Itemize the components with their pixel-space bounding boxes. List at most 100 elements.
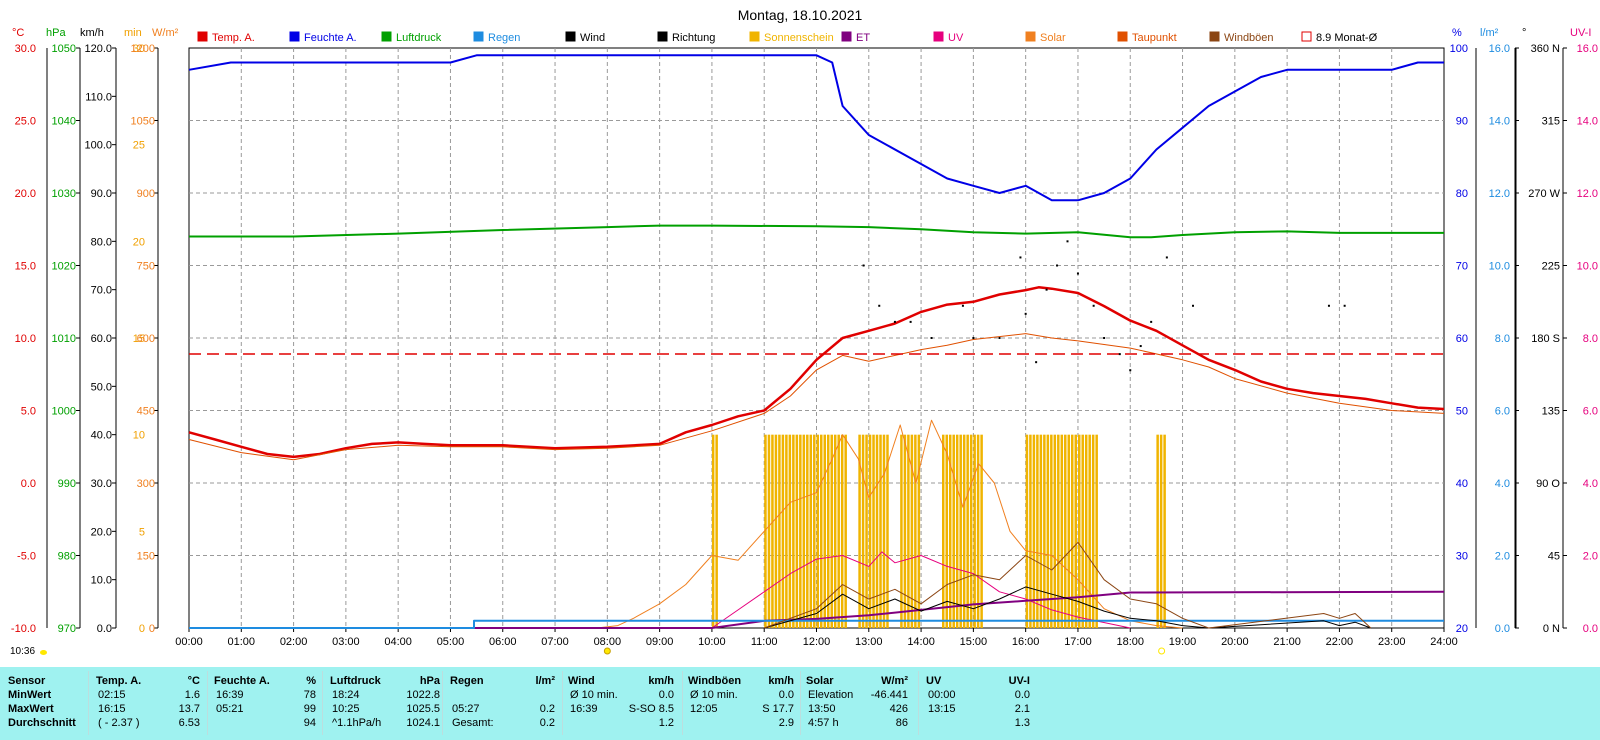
- sunshine-bar: [715, 434, 718, 628]
- axis-label-temp: -5.0: [17, 551, 36, 563]
- sunshine-bar: [900, 434, 903, 628]
- x-tick-label: 19:00: [1169, 636, 1197, 648]
- sunshine-bar: [948, 434, 952, 628]
- series-line-regen: [189, 619, 1444, 629]
- stats-value: 0.0: [778, 689, 794, 701]
- legend-label: Feuchte A.: [304, 32, 357, 44]
- stats-time: 00:00: [928, 689, 956, 701]
- sunshine-bar: [980, 434, 983, 628]
- sunshine-bar: [875, 434, 879, 628]
- direction-point: [1103, 337, 1106, 339]
- stats-separator: [322, 671, 323, 735]
- sunshine-bar: [865, 434, 868, 628]
- stats-value: 94: [303, 717, 316, 729]
- stats-time: 4:57 h: [808, 717, 839, 729]
- sunshine-bar: [1095, 434, 1098, 628]
- legend-swatch: [1117, 31, 1128, 42]
- axis-label-pressure: 1010: [52, 333, 76, 345]
- sunshine-bar: [1159, 434, 1163, 628]
- axis-label-direction: 180 S: [1531, 333, 1560, 345]
- sunshine-bar: [861, 434, 865, 628]
- direction-point: [1019, 256, 1022, 259]
- axis-unit-uv: UV-I: [1570, 27, 1591, 39]
- direction-point: [1192, 304, 1194, 307]
- axis-label-sunshine: 30: [133, 43, 145, 55]
- axis-label-uv: 2.0: [1583, 551, 1598, 563]
- legend-label: Solar: [1040, 32, 1066, 44]
- direction-point: [1056, 264, 1059, 267]
- legend-swatch: [1025, 31, 1036, 42]
- axis-label-direction: 90 O: [1536, 478, 1560, 490]
- x-tick-label: 21:00: [1273, 636, 1301, 648]
- stats-unit: km/h: [648, 675, 674, 687]
- stats-value: 0.0: [1014, 689, 1030, 701]
- sunshine-bar: [1039, 434, 1043, 628]
- x-tick-label: 13:00: [855, 636, 883, 648]
- series-line-temp-a: [188, 286, 1445, 459]
- stats-separator: [682, 671, 683, 735]
- series-line-windb-en: [764, 541, 1372, 629]
- legend-swatch: [1209, 31, 1220, 42]
- sunshine-bar: [1074, 434, 1077, 628]
- stats-unit: km/h: [768, 675, 794, 687]
- stats-value: -46.441: [870, 689, 908, 701]
- sunshine-bar: [1025, 434, 1029, 628]
- stats-header: Solar: [806, 675, 834, 687]
- sunshine-bar: [806, 434, 809, 628]
- axis-label-sunshine: 5: [139, 526, 145, 538]
- stats-header: Sensor: [8, 675, 46, 687]
- sunshine-bar: [1084, 434, 1088, 628]
- stats-time: 16:39: [216, 689, 244, 701]
- legend-label: Regen: [488, 32, 520, 44]
- sunshine-bar: [830, 434, 833, 628]
- direction-point: [1045, 288, 1048, 291]
- x-tick-label: 20:00: [1221, 636, 1249, 648]
- sunshine-bar: [872, 434, 875, 628]
- stats-value: 1.3: [1014, 717, 1030, 729]
- legend-swatch: [565, 31, 576, 42]
- sunshine-bar: [914, 434, 917, 628]
- axis-label-pressure: 980: [58, 551, 76, 563]
- axis-label-wind: 110.0: [85, 91, 112, 103]
- series-line-solar: [596, 419, 1183, 629]
- legend-swatch: [657, 31, 668, 42]
- axis-label-solar: 600: [137, 333, 155, 345]
- axis-label-temp: 30.0: [15, 43, 36, 55]
- sunrise-icon: [603, 647, 611, 655]
- sunshine-bar: [837, 434, 840, 628]
- axis-label-direction: 360 N: [1531, 43, 1560, 55]
- sunshine-bar: [1043, 434, 1046, 628]
- stats-unit: W/m²: [881, 675, 908, 687]
- axis-unit-solar: W/m²: [152, 27, 179, 39]
- stats-header: Feuchte A.: [214, 675, 270, 687]
- axis-label-wind: 70.0: [91, 285, 112, 297]
- direction-point: [909, 320, 912, 323]
- stats-value: 2.9: [778, 717, 794, 729]
- axis-label-rain: 6.0: [1495, 406, 1510, 418]
- sunshine-bar: [813, 434, 816, 628]
- axis-label-humidity: 60: [1456, 333, 1468, 345]
- sun-marker-icon: [40, 650, 47, 655]
- axis-label-sunshine: 0: [139, 623, 145, 635]
- stats-value: 13.7: [178, 703, 200, 715]
- stats-value: 1.2: [658, 717, 674, 729]
- direction-point: [961, 304, 964, 307]
- sunshine-bar: [1091, 434, 1095, 628]
- stats-row-label: MinWert: [8, 689, 52, 701]
- sunshine-bar: [1163, 434, 1166, 628]
- axis-label-uv: 0.0: [1583, 623, 1598, 635]
- axis-label-temp: 10.0: [15, 333, 36, 345]
- direction-point: [1092, 304, 1095, 307]
- legend-swatch: [933, 31, 944, 42]
- axis-label-wind: 100.0: [84, 140, 112, 152]
- direction-point: [1035, 361, 1038, 364]
- x-tick-label: 02:00: [280, 636, 308, 648]
- series-line-uv: [711, 551, 1131, 629]
- sunshine-bar: [802, 434, 806, 628]
- legend-label: Richtung: [672, 32, 715, 44]
- sunshine-bar: [1050, 434, 1053, 628]
- sunshine-bar: [942, 434, 945, 628]
- axis-label-wind: 40.0: [91, 430, 112, 442]
- stats-value: 86: [895, 717, 908, 729]
- x-tick-label: 04:00: [384, 636, 412, 648]
